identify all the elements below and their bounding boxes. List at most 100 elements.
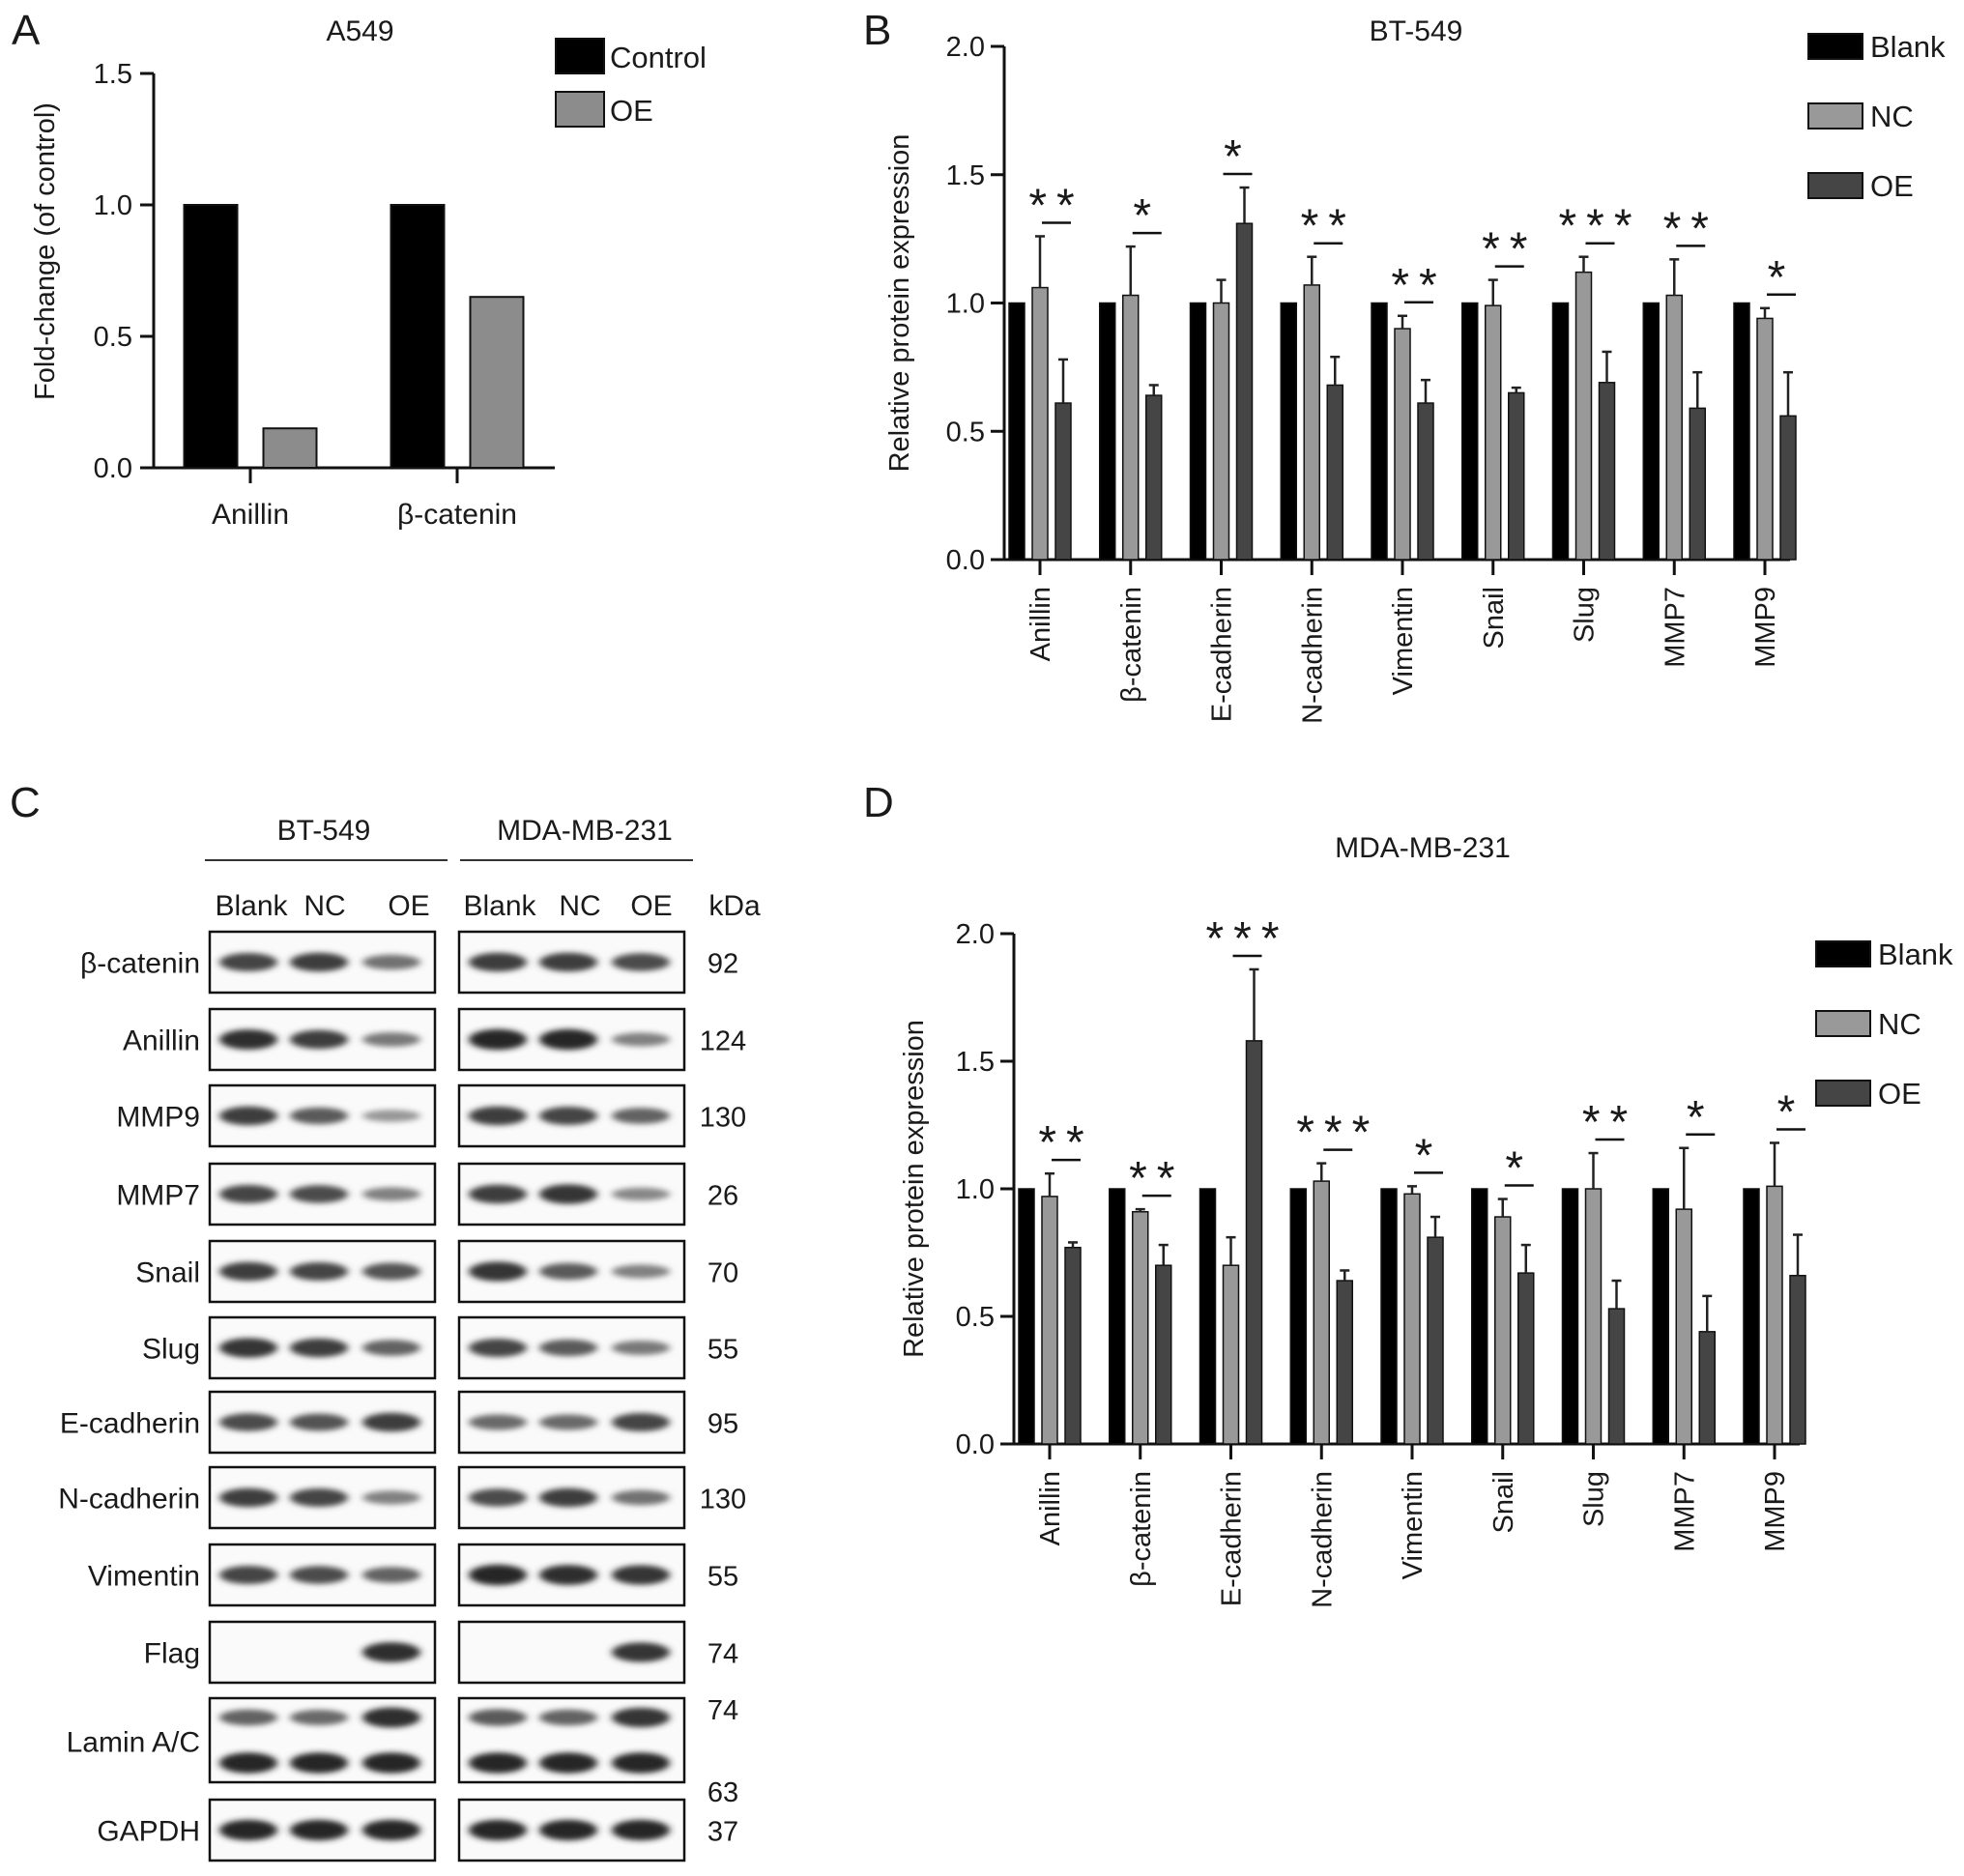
significance-snail: ** — [1482, 224, 1537, 275]
bar-oe-slug — [1607, 1308, 1626, 1445]
band-gapdh-bt-549-nc — [290, 1819, 348, 1841]
band-gapdh-mda-mb-231-oe — [612, 1819, 670, 1841]
protein-label-mmp7: MMP7 — [116, 1180, 200, 1212]
bar-blank-mmp9 — [1743, 1188, 1760, 1445]
bar-oe-slug — [1598, 382, 1616, 561]
band-mmp7-mda-mb-231-nc — [539, 1184, 597, 1204]
band-snail-mda-mb-231-nc — [539, 1262, 597, 1281]
bar-blank-vimentin — [1371, 302, 1388, 561]
y-tick-label: 1.0 — [946, 289, 985, 320]
significance-mmp9: * — [1768, 252, 1796, 303]
significance-anillin: ** — [1038, 1117, 1093, 1169]
band-flag-bt-549-oe — [362, 1642, 420, 1662]
band-e-cadherin-mda-mb-231-oe — [612, 1413, 670, 1431]
kda-label: 74 — [708, 1639, 738, 1670]
band-mmp9-mda-mb-231-nc — [539, 1107, 597, 1125]
bar-blank-n-cadherin — [1289, 1188, 1307, 1445]
bar-oe-n-cadherin — [1336, 1280, 1353, 1445]
band-n-cadherin-mda-mb-231-oe — [612, 1489, 670, 1506]
cell-line-mda-mb-231: MDA-MB-231 — [497, 815, 673, 847]
chart-bt549: BT-549 0.0 0.5 1.0 1.5 2.0 Relative protein ex… — [884, 15, 1946, 724]
panel-label-d: D — [863, 779, 894, 826]
bar-nc-beta-catenin — [1122, 294, 1140, 561]
bar-nc-n-cadherin — [1313, 1180, 1330, 1445]
legend-label-oe: OE — [610, 94, 653, 128]
bar-blank-vimentin — [1380, 1188, 1398, 1445]
band-e-cadherin-mda-mb-231-blank — [469, 1414, 527, 1430]
bar-blank-mmp7 — [1642, 302, 1660, 561]
band-anillin-mda-mb-231-blank — [469, 1028, 527, 1051]
band-beta-catenin-mda-mb-231-oe — [612, 953, 670, 971]
protein-label-beta-catenin: β-catenin — [80, 948, 200, 980]
y-tick-label: 0.5 — [94, 322, 132, 353]
legend-swatch-blank — [1815, 940, 1871, 967]
band-mmp7-bt-549-oe — [362, 1187, 420, 1201]
band-n-cadherin-mda-mb-231-nc — [539, 1487, 597, 1508]
protein-label-n-cadherin: N-cadherin — [58, 1484, 200, 1515]
significance-slug: *** — [1558, 201, 1641, 252]
kda-label: 92 — [708, 949, 738, 980]
x-tick-label: Anillin — [212, 499, 289, 531]
significance-vimentin: ** — [1391, 260, 1446, 311]
y-axis-label: Relative protein expression — [899, 1020, 930, 1358]
y-axis-label: Fold-change (of control) — [30, 102, 61, 400]
x-tick-label: Vimentin — [1398, 1471, 1429, 1579]
legend-label-nc: NC — [1870, 100, 1914, 133]
x-tick-label: MMP7 — [1669, 1471, 1700, 1552]
bar-blank-beta-catenin — [1099, 302, 1116, 561]
x-tick-label: MMP9 — [1750, 587, 1781, 668]
band-anillin-bt-549-blank — [219, 1029, 277, 1050]
band-anillin-bt-549-nc — [290, 1029, 348, 1050]
chart-title: BT-549 — [1370, 15, 1463, 47]
legend-label-oe: OE — [1870, 169, 1914, 203]
significance-slug: ** — [1582, 1097, 1637, 1148]
bar-blank-slug — [1561, 1188, 1579, 1445]
bar-nc-anillin — [1041, 1196, 1058, 1445]
band-gapdh-bt-549-blank — [219, 1819, 277, 1841]
band-gapdh-mda-mb-231-nc — [539, 1819, 597, 1841]
protein-label-slug: Slug — [142, 1334, 200, 1366]
band-beta-catenin-bt-549-blank — [219, 953, 277, 971]
bar-blank-anillin — [1018, 1188, 1035, 1445]
legend-swatch-oe — [1807, 172, 1863, 199]
lane-label-blank: Blank — [463, 890, 536, 922]
chart-a549: A549 0.0 0.5 1.0 1.5 Fold-change (of control)… — [30, 15, 707, 531]
protein-label-lamin-a-c: Lamin A/C — [67, 1727, 200, 1759]
protein-label-flag: Flag — [144, 1638, 200, 1670]
bar-nc-mmp7 — [1675, 1208, 1692, 1445]
kda-label: 130 — [700, 1485, 746, 1515]
band-n-cadherin-bt-549-blank — [219, 1487, 277, 1508]
western-blot-panel: BT-549 MDA-MB-231 Blank NC OE Blank NC OE kDa β-c… — [58, 815, 761, 1862]
kda-label: 55 — [708, 1562, 738, 1593]
bar-nc-e-cadherin — [1222, 1264, 1240, 1445]
significance-n-cadherin: *** — [1296, 1108, 1379, 1159]
bar-oe-beta-catenin — [469, 296, 525, 470]
y-tick-label: 0.0 — [946, 545, 985, 576]
band-mmp9-bt-549-nc — [290, 1107, 348, 1125]
band-slug-mda-mb-231-oe — [612, 1341, 670, 1355]
band-anillin-mda-mb-231-nc — [539, 1028, 597, 1051]
y-tick-label: 0.5 — [956, 1302, 995, 1333]
band-lamin-a-c-bt-549-oe — [362, 1707, 420, 1728]
band-mmp7-mda-mb-231-oe — [612, 1187, 670, 1201]
bar-blank-slug — [1551, 302, 1570, 561]
bar-nc-vimentin — [1394, 328, 1411, 561]
chart-title: MDA-MB-231 — [1335, 832, 1511, 864]
bar-oe-anillin — [1054, 402, 1072, 561]
bar-nc-mmp9 — [1766, 1185, 1783, 1445]
significance-mmp7: ** — [1663, 203, 1718, 254]
kda-label: 26 — [708, 1181, 738, 1212]
significance-anillin: ** — [1028, 180, 1083, 231]
kda-label: 63 — [708, 1777, 738, 1808]
kda-label: 130 — [700, 1103, 746, 1134]
x-tick-label: β-catenin — [1126, 1471, 1157, 1587]
band-flag-mda-mb-231-oe — [612, 1642, 670, 1662]
x-tick-label: Slug — [1579, 1471, 1610, 1527]
significance-beta-catenin: ** — [1129, 1153, 1184, 1204]
protein-label-e-cadherin: E-cadherin — [60, 1408, 200, 1440]
y-tick-label: 0.0 — [956, 1429, 995, 1460]
bar-nc-mmp7 — [1665, 294, 1683, 561]
band-lamin-a-c-mda-mb-231-oe — [612, 1752, 670, 1774]
band-vimentin-mda-mb-231-blank — [469, 1564, 527, 1586]
band-vimentin-bt-549-oe — [362, 1567, 420, 1583]
